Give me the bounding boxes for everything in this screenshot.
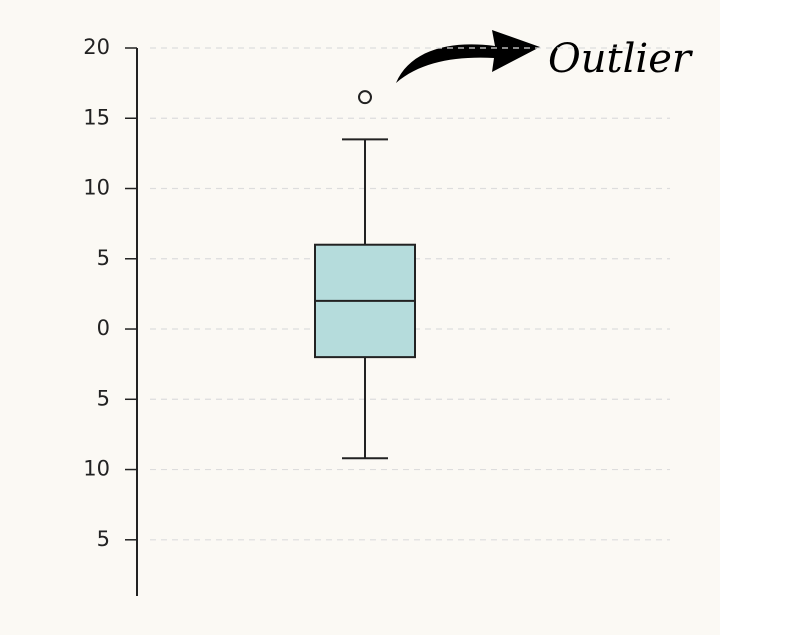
outlier xyxy=(358,90,372,105)
y-tick-label: 5 xyxy=(97,527,110,551)
y-tick-label: 5 xyxy=(97,386,110,410)
y-tick-label: 5 xyxy=(97,246,110,270)
y-tick-label: 10 xyxy=(83,457,110,481)
y-tick-label: 15 xyxy=(83,105,110,129)
y-tick-label: 10 xyxy=(83,176,110,200)
annotation: Outlier xyxy=(548,36,694,82)
y-tick-label: 0 xyxy=(97,316,110,340)
y-tick-label: 20 xyxy=(83,35,110,59)
annotation-arrow xyxy=(396,30,540,83)
